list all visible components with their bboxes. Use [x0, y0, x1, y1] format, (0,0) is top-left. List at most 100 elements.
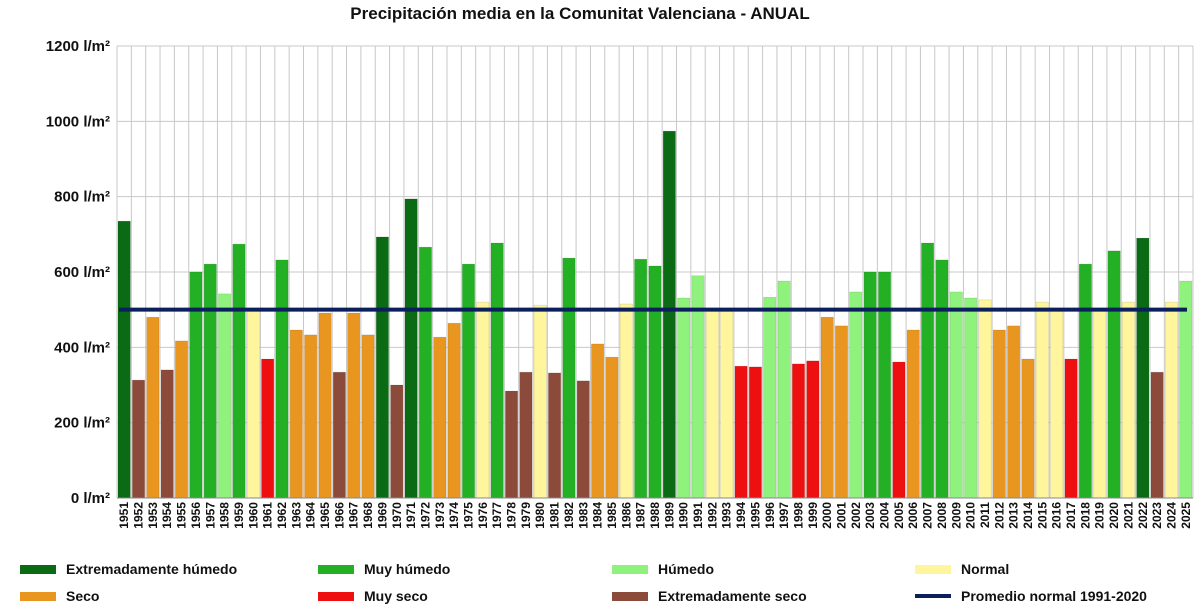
- bar-1971: [404, 198, 418, 499]
- bar-1969: [375, 236, 389, 499]
- x-tick-label: 1955: [175, 502, 189, 529]
- bar-1972: [418, 246, 432, 499]
- legend-swatch: [318, 591, 354, 601]
- x-tick-label: 1956: [189, 502, 203, 529]
- x-tick-label: 1967: [347, 502, 361, 529]
- x-tick-label: 2021: [1121, 502, 1135, 529]
- x-tick-label: 1986: [619, 502, 633, 529]
- legend-swatch: [612, 564, 648, 574]
- bar-1957: [203, 263, 217, 499]
- legend-label: Extremadamente seco: [658, 588, 807, 604]
- bar-1955: [175, 340, 189, 499]
- bar-1994: [734, 365, 748, 499]
- bar-2001: [835, 325, 848, 499]
- bar-1961: [261, 358, 275, 499]
- x-tick-label: 1964: [304, 502, 318, 529]
- x-tick-label: 2010: [964, 502, 978, 529]
- x-tick-label: 1984: [591, 502, 605, 529]
- x-tick-label: 2013: [1007, 502, 1021, 529]
- x-tick-label: 1990: [677, 502, 691, 529]
- bar-1966: [332, 371, 346, 499]
- legend-item-extremadamente-humedo: Extremadamente húmedo: [20, 561, 237, 577]
- x-tick-label: 2018: [1078, 502, 1092, 529]
- x-tick-label: 1962: [275, 502, 289, 529]
- x-tick-label: 1977: [490, 502, 504, 529]
- legend-label: Muy húmedo: [364, 561, 451, 577]
- bar-2023: [1150, 371, 1164, 499]
- y-tick-label: 1000 l/m²: [46, 113, 110, 130]
- legend-swatch: [318, 564, 354, 574]
- x-tick-label: 2025: [1179, 502, 1193, 529]
- bar-1975: [462, 263, 475, 499]
- legend-item-promedio-normal: Promedio normal 1991-2020: [915, 588, 1147, 604]
- x-tick-label: 1998: [791, 502, 805, 529]
- y-tick-label: 600 l/m²: [54, 264, 110, 281]
- bar-1964: [304, 334, 318, 499]
- bar-1983: [576, 380, 590, 499]
- bar-1990: [677, 297, 691, 499]
- x-tick-label: 1968: [361, 502, 375, 529]
- legend-label: Normal: [961, 561, 1010, 577]
- x-tick-label: 2000: [820, 502, 834, 529]
- x-tick-label: 2019: [1093, 502, 1107, 529]
- x-tick-label: 2005: [892, 502, 906, 529]
- bar-2021: [1121, 301, 1135, 499]
- bar-1953: [146, 316, 160, 499]
- bar-1965: [318, 312, 332, 499]
- bar-2022: [1136, 237, 1150, 499]
- x-tick-label: 2007: [921, 502, 935, 529]
- bar-1978: [505, 390, 519, 499]
- bar-1997: [777, 280, 791, 499]
- x-tick-label: 1976: [476, 502, 490, 529]
- legend-label: Seco: [66, 588, 100, 604]
- bar-1993: [720, 310, 734, 499]
- legend-swatch: [20, 564, 56, 574]
- bar-1956: [189, 271, 203, 499]
- x-tick-label: 2003: [863, 502, 877, 529]
- bar-2004: [878, 271, 892, 499]
- bar-1981: [548, 372, 562, 499]
- x-tick-label: 1994: [734, 502, 748, 529]
- x-tick-label: 2009: [949, 502, 963, 529]
- legend-item-muy-seco: Muy seco: [318, 588, 428, 604]
- x-tick-label: 1971: [404, 502, 418, 529]
- bar-1992: [705, 310, 719, 499]
- y-tick-label: 1200 l/m²: [46, 38, 110, 55]
- x-tick-label: 2006: [906, 502, 920, 529]
- x-tick-label: 1966: [332, 502, 346, 529]
- x-tick-label: 1978: [505, 502, 519, 529]
- bar-1960: [246, 309, 260, 499]
- bar-1998: [791, 363, 805, 499]
- x-tick-label: 1965: [318, 502, 332, 529]
- bar-2014: [1021, 358, 1035, 499]
- bar-2024: [1165, 301, 1178, 499]
- bar-1976: [476, 301, 490, 499]
- legend-swatch: [915, 564, 951, 574]
- bar-1982: [562, 257, 576, 499]
- x-tick-label: 2020: [1107, 502, 1121, 529]
- x-tick-label: 1989: [662, 502, 676, 529]
- x-tick-label: 2014: [1021, 502, 1035, 529]
- y-tick-label: 200 l/m²: [54, 415, 110, 432]
- x-tick-label: 1995: [748, 502, 762, 529]
- bar-1968: [361, 334, 375, 499]
- x-tick-label: 1969: [375, 502, 389, 529]
- x-tick-label: 2012: [992, 502, 1006, 529]
- bar-1974: [447, 322, 461, 499]
- x-tick-label: 1997: [777, 502, 791, 529]
- bar-2025: [1179, 280, 1193, 499]
- x-tick-label: 1952: [132, 502, 146, 529]
- x-tick-label: 1958: [218, 502, 232, 529]
- bar-2018: [1078, 263, 1092, 499]
- bar-1988: [648, 265, 662, 499]
- legend-label: Muy seco: [364, 588, 428, 604]
- bar-2012: [992, 329, 1006, 499]
- bar-2019: [1093, 310, 1107, 499]
- x-tick-label: 2017: [1064, 502, 1078, 529]
- x-tick-label: 1972: [418, 502, 432, 529]
- x-tick-label: 1981: [548, 502, 562, 529]
- bar-2015: [1035, 301, 1049, 499]
- y-tick-label: 400 l/m²: [54, 339, 110, 356]
- legend-item-normal: Normal: [915, 561, 1009, 577]
- x-tick-label: 2016: [1050, 502, 1064, 529]
